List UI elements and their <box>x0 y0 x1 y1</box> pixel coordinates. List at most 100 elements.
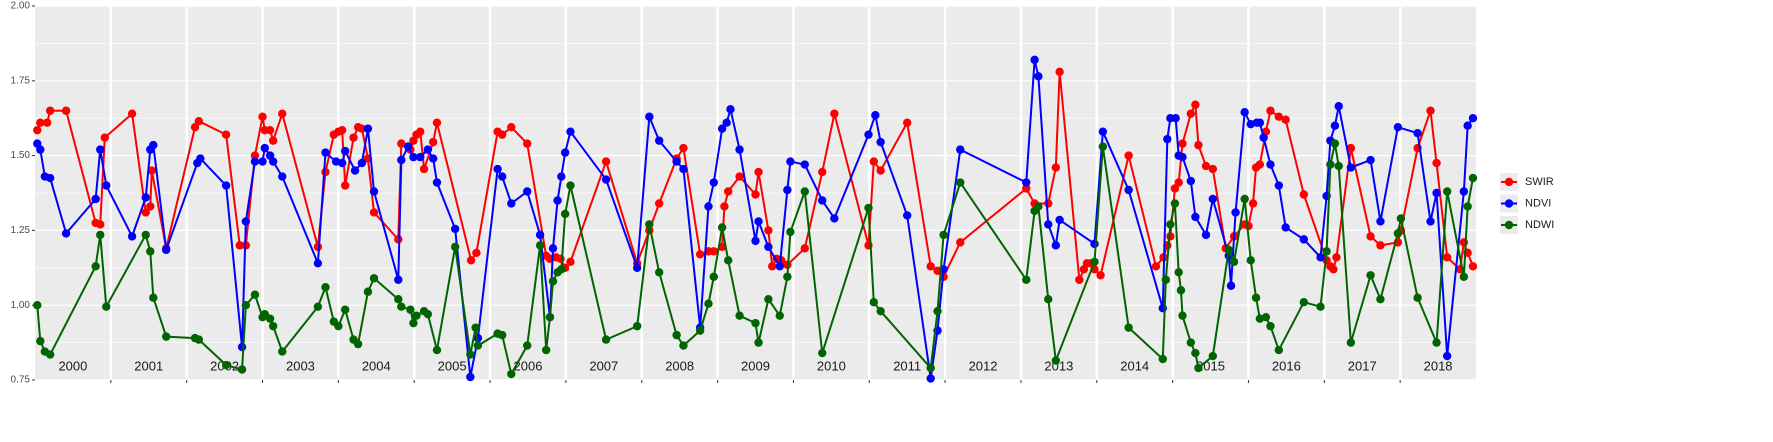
legend-key-point <box>1504 220 1514 230</box>
data-point <box>754 338 763 347</box>
data-point <box>1191 348 1200 358</box>
y-tick-label: 1.75 <box>11 75 31 86</box>
year-label: 2008 <box>665 358 694 373</box>
data-point <box>419 164 429 174</box>
series-group <box>33 55 1478 383</box>
data-point <box>278 109 287 118</box>
data-point <box>33 301 42 310</box>
data-point <box>864 203 873 213</box>
data-point <box>1266 160 1275 169</box>
data-point <box>1208 194 1218 204</box>
data-point <box>1330 121 1340 130</box>
y-tick-label: 0.75 <box>11 375 31 386</box>
legend-key-point <box>1504 199 1514 208</box>
data-point <box>553 196 562 205</box>
data-point <box>1274 181 1284 190</box>
year-label: 2004 <box>362 358 391 373</box>
data-point <box>1366 271 1375 280</box>
data-point <box>91 194 100 204</box>
data-point <box>566 181 575 190</box>
data-point <box>466 256 476 265</box>
data-point <box>830 214 839 223</box>
data-point <box>369 187 379 196</box>
data-point <box>196 154 205 163</box>
data-point <box>800 187 809 196</box>
data-point <box>45 173 55 183</box>
data-point <box>556 254 565 264</box>
data-point <box>471 323 480 332</box>
data-point <box>1208 351 1218 361</box>
data-point <box>545 312 555 322</box>
data-point <box>751 318 760 328</box>
data-point <box>340 146 350 156</box>
y-tick-label: 2.00 <box>11 1 31 12</box>
data-point <box>1442 253 1452 262</box>
data-point <box>1413 293 1422 302</box>
y-tick-label: 1.25 <box>11 225 31 236</box>
data-point <box>933 306 942 316</box>
data-point <box>1022 184 1031 193</box>
data-point <box>1090 257 1099 267</box>
year-label: 2006 <box>514 358 543 373</box>
data-point <box>1274 345 1284 355</box>
year-label: 2005 <box>438 358 467 373</box>
data-point <box>409 318 418 328</box>
data-point <box>258 112 267 121</box>
data-point <box>523 139 532 148</box>
data-point <box>1376 217 1385 226</box>
data-point <box>1346 143 1356 153</box>
data-point <box>1034 202 1043 211</box>
data-point <box>237 342 247 352</box>
data-point <box>709 272 718 281</box>
data-point <box>535 241 545 250</box>
data-point <box>423 309 433 319</box>
data-point <box>1186 109 1196 118</box>
data-point <box>1329 265 1338 274</box>
data-point <box>654 136 664 145</box>
data-point <box>548 244 558 253</box>
data-point <box>869 298 879 307</box>
data-point <box>141 208 150 217</box>
data-point <box>265 125 275 135</box>
year-label: 2003 <box>286 358 315 373</box>
data-point <box>268 157 278 166</box>
data-point <box>1432 158 1441 168</box>
data-point <box>1170 184 1180 193</box>
data-point <box>91 262 100 271</box>
data-point <box>1075 275 1084 284</box>
data-point <box>672 157 681 166</box>
data-point <box>1096 271 1105 280</box>
data-point <box>1158 354 1167 364</box>
data-point <box>1176 286 1186 295</box>
data-point <box>1161 275 1171 284</box>
y-tick-label: 1.00 <box>11 300 31 311</box>
data-point <box>61 106 71 115</box>
data-point <box>194 335 204 344</box>
year-label: 2007 <box>589 358 618 373</box>
data-point <box>1459 187 1469 196</box>
data-point <box>876 137 885 147</box>
data-point <box>695 250 705 259</box>
data-point <box>672 330 681 340</box>
data-point <box>313 259 323 268</box>
data-point <box>1098 142 1108 151</box>
data-point <box>321 283 330 292</box>
data-point <box>412 311 421 320</box>
data-point <box>557 172 566 181</box>
data-point <box>1163 134 1172 144</box>
data-point <box>141 230 150 240</box>
data-point <box>1171 114 1180 123</box>
data-point <box>102 181 111 190</box>
data-point <box>1186 338 1196 347</box>
data-point <box>162 245 171 255</box>
data-point <box>541 345 551 355</box>
data-point <box>36 336 45 346</box>
data-point <box>632 321 642 331</box>
data-point <box>902 118 912 127</box>
data-point <box>1124 185 1133 195</box>
data-point <box>473 341 483 350</box>
data-point <box>428 154 438 163</box>
data-point <box>1051 356 1061 365</box>
data-point <box>735 172 744 181</box>
data-point <box>1191 100 1200 109</box>
